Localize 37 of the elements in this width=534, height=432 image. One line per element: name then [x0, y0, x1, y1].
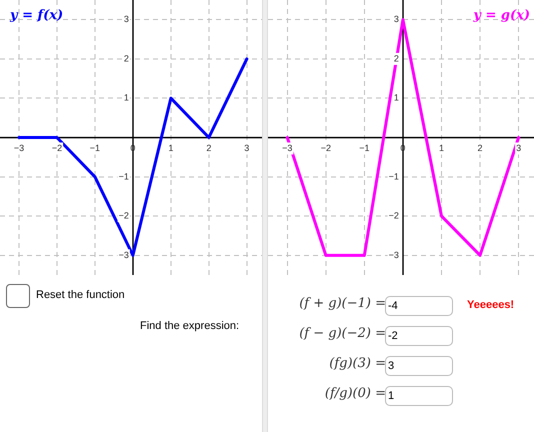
- y-tick-label: 1: [394, 92, 399, 103]
- x-tick-label: −1: [90, 142, 100, 153]
- y-tick-label: −1: [118, 171, 129, 182]
- text: Yeeeees!: [467, 299, 514, 311]
- x-tick-label: −2: [52, 142, 62, 153]
- y-tick-label: −2: [388, 210, 399, 221]
- y-tick-label: 2: [394, 53, 399, 64]
- x-tick-label: −3: [282, 142, 292, 153]
- x-tick-label: 1: [438, 142, 444, 153]
- x-tick-label: 2: [478, 142, 483, 153]
- text: Reset the function: [36, 289, 125, 301]
- text: y = f(x): [10, 8, 64, 23]
- y-tick-label: 3: [124, 14, 129, 24]
- text-field: -4: [385, 296, 453, 316]
- y-tick-label: 3: [394, 14, 399, 24]
- x-tick-label: −1: [359, 142, 370, 153]
- y-tick-label: −1: [388, 171, 399, 182]
- x-tick-label: −2: [320, 142, 331, 153]
- text-field: 3: [385, 356, 453, 376]
- text: (f + g)(−1) =: [299, 296, 386, 311]
- x-tick-label: 2: [206, 142, 212, 153]
- x-tick-label: 1: [168, 142, 174, 153]
- text: Find the expression:: [140, 320, 240, 332]
- text-field: 1: [385, 386, 453, 406]
- text-field: -2: [385, 326, 453, 346]
- y-tick-label: 2: [124, 53, 129, 64]
- x-tick-label: 3: [516, 142, 522, 153]
- x-tick-label: −3: [14, 142, 24, 153]
- x-tick-label: 3: [244, 142, 250, 153]
- text: (fg)(3) =: [329, 356, 386, 371]
- y-tick-label: −3: [118, 250, 129, 260]
- text: (f − g)(−2) =: [299, 326, 386, 341]
- text: (f/g)(0) =: [324, 386, 386, 401]
- y-tick-label: −2: [118, 210, 129, 221]
- text: y = g(x): [473, 8, 530, 23]
- y-tick-label: −3: [388, 250, 399, 260]
- y-tick-label: 1: [124, 92, 129, 103]
